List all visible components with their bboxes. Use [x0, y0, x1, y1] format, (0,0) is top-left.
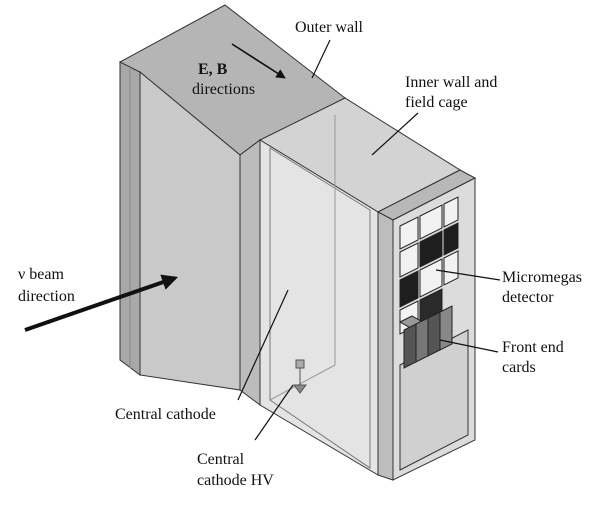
inner-wall-leader [371, 112, 419, 156]
label-beam-1: ν beam [18, 266, 64, 283]
cathode-hv-feedthrough [293, 359, 307, 394]
label-front-end-2: cards [502, 359, 536, 376]
label-inner-wall-1: Inner wall and [405, 74, 498, 91]
arrows [24, 43, 286, 332]
label-cathode-hv-1: Central [197, 451, 245, 468]
micromegas-pads [399, 196, 459, 335]
front-end-cards [398, 305, 453, 369]
eb-arrow [231, 43, 286, 79]
label-outer-wall: Outer wall [295, 19, 363, 36]
label-inner-wall-2: field cage [405, 94, 468, 111]
outer-wall-leader [311, 39, 331, 79]
beam-arrow [24, 274, 179, 332]
end-plate-face [377, 211, 394, 481]
micromegas-leader [435, 269, 501, 281]
inner-wall-box [239, 97, 462, 476]
label-eb-directions: directions [192, 81, 256, 98]
label-eb: E, B [198, 61, 228, 78]
label-cathode-hv-2: cathode HV [197, 472, 274, 489]
label-beam-2: direction [18, 288, 75, 305]
central-cathode-leader [237, 289, 289, 401]
cathode-hv-leader [254, 384, 294, 441]
front-end-leader [439, 339, 499, 353]
inner-wall-left [239, 139, 261, 406]
label-central-cathode: Central cathode [115, 406, 216, 423]
label-micromegas-2: detector [502, 289, 554, 306]
label-front-end-1: Front end [502, 339, 564, 356]
label-micromegas-1: Micromegas [502, 269, 582, 286]
leader-lines [237, 39, 501, 441]
